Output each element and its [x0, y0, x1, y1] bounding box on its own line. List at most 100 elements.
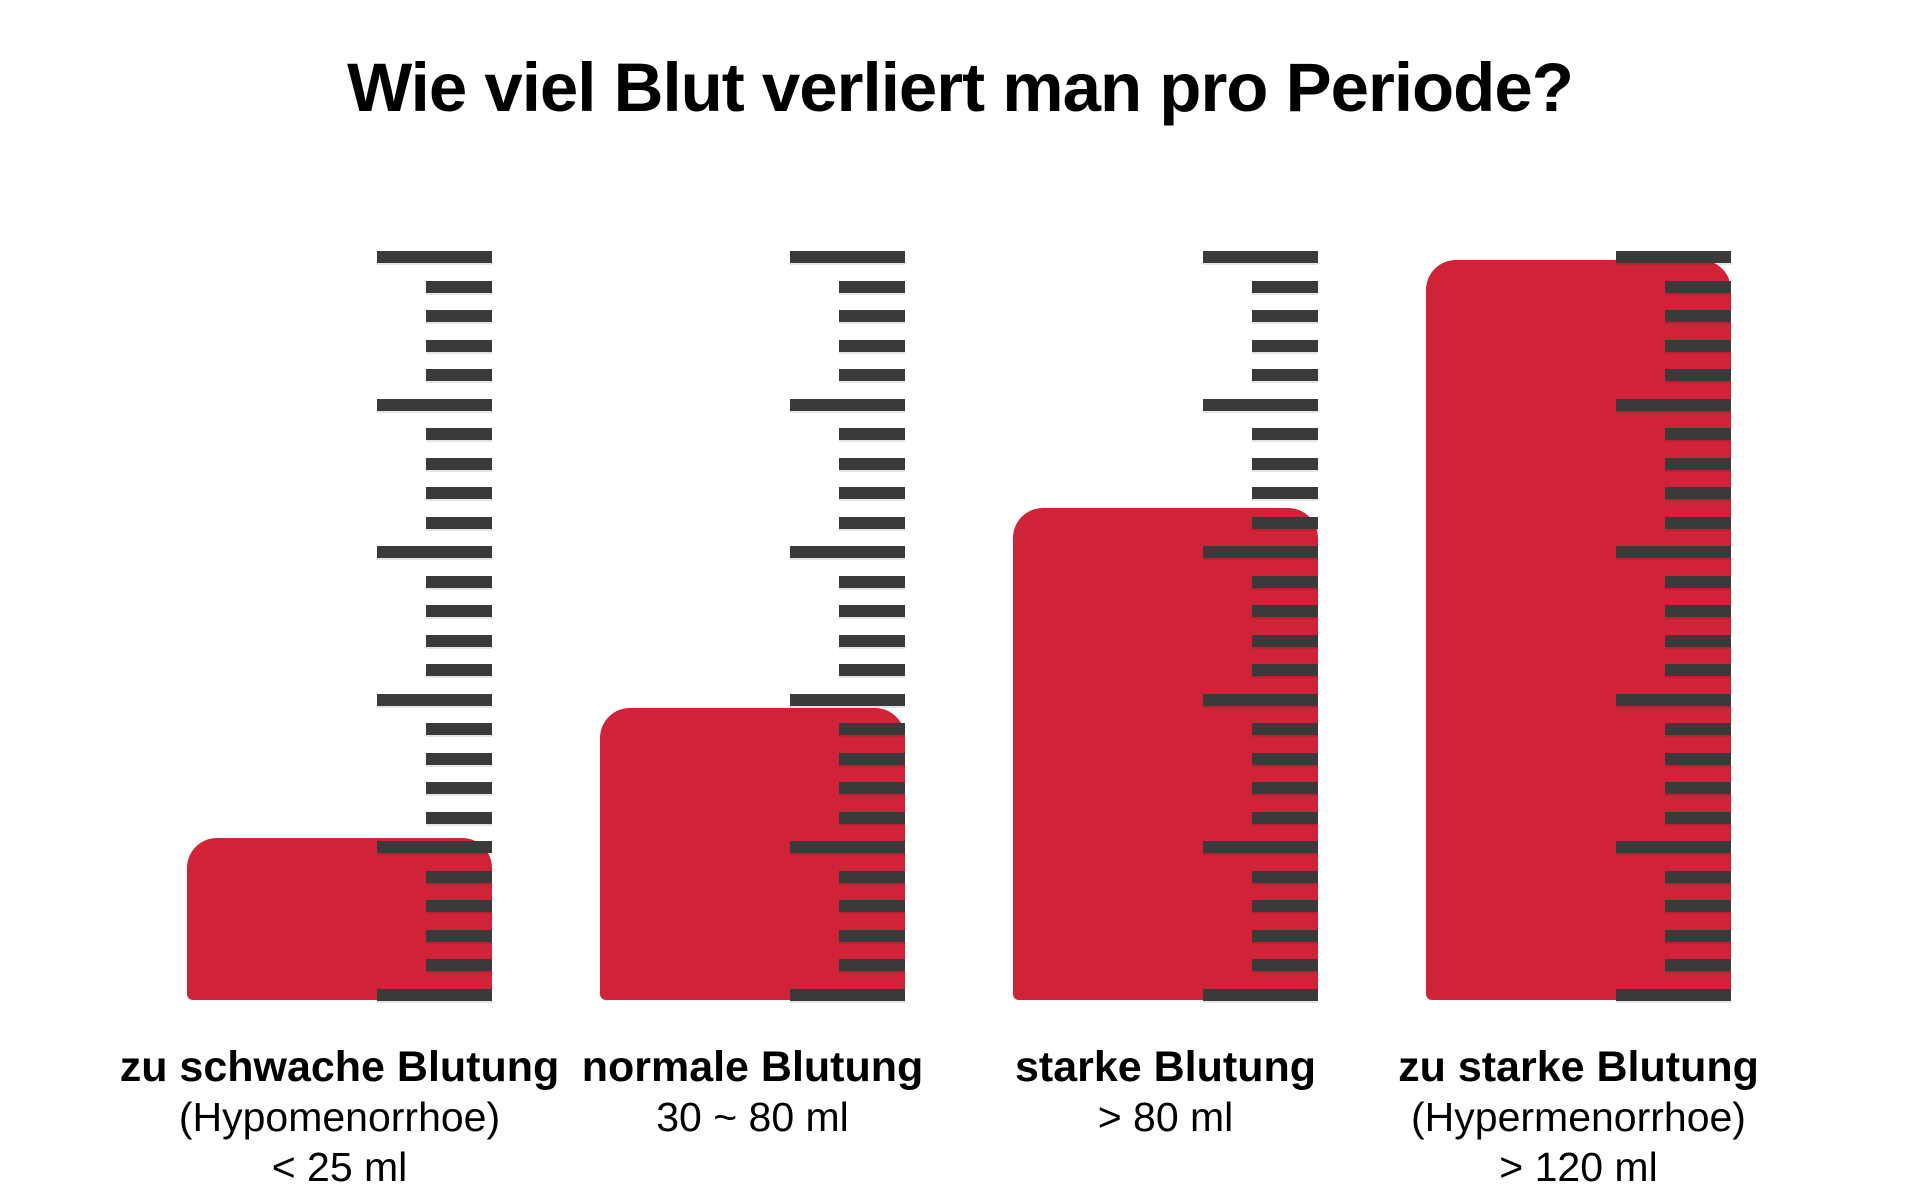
- category-sublabel: (Hypomenorrhoe): [178, 1094, 501, 1140]
- ruler-short-tick: [839, 959, 905, 971]
- ruler-long-tick: [377, 251, 492, 263]
- category-label-block: normale Blutung 30 ~ 80 ml: [473, 1042, 1033, 1142]
- category-amount: 30 ~ 80 ml: [656, 1094, 849, 1140]
- ruler-short-tick: [1665, 664, 1731, 676]
- ruler-short-tick: [1252, 517, 1318, 529]
- ruler-short-tick: [426, 930, 492, 942]
- ruler-short-tick: [1665, 959, 1731, 971]
- ruler-short-tick: [1665, 310, 1731, 322]
- ruler-long-tick: [790, 694, 905, 706]
- ruler-short-tick: [1665, 900, 1731, 912]
- category-amount: > 80 ml: [1097, 1094, 1234, 1140]
- ruler-long-tick: [790, 841, 905, 853]
- ruler-short-tick: [426, 812, 492, 824]
- ruler-long-tick: [1616, 989, 1731, 1001]
- ruler-short-tick: [1252, 753, 1318, 765]
- ruler-short-tick: [1665, 812, 1731, 824]
- ruler-short-tick: [839, 753, 905, 765]
- ruler-short-tick: [839, 930, 905, 942]
- ruler-short-tick: [1665, 458, 1731, 470]
- ruler-short-tick: [839, 605, 905, 617]
- ruler-short-tick: [1252, 930, 1318, 942]
- ruler-long-tick: [1203, 251, 1318, 263]
- ruler-short-tick: [1252, 782, 1318, 794]
- ruler-short-tick: [426, 900, 492, 912]
- ruler-long-tick: [377, 694, 492, 706]
- bar: [187, 838, 492, 1000]
- ruler-short-tick: [1252, 340, 1318, 352]
- ruler-short-tick: [839, 281, 905, 293]
- ruler-long-tick: [1203, 399, 1318, 411]
- ruler-short-tick: [839, 812, 905, 824]
- category-sublabel: (Hypermenorrhoe): [1411, 1094, 1746, 1140]
- ruler-short-tick: [1252, 310, 1318, 322]
- ruler-long-tick: [1203, 694, 1318, 706]
- ruler-long-tick: [377, 841, 492, 853]
- ruler-long-tick: [377, 989, 492, 1001]
- category-label-block: starke Blutung > 80 ml: [886, 1042, 1446, 1142]
- category-amount: > 120 ml: [1499, 1144, 1658, 1190]
- category-label-block: zu schwache Blutung (Hypomenorrhoe) < 25 m…: [60, 1042, 620, 1192]
- ruler-short-tick: [839, 900, 905, 912]
- ruler-short-tick: [426, 664, 492, 676]
- ruler-short-tick: [1252, 458, 1318, 470]
- ruler-short-tick: [426, 871, 492, 883]
- ruler-short-tick: [839, 635, 905, 647]
- ruler-short-tick: [1665, 517, 1731, 529]
- ruler-long-tick: [790, 251, 905, 263]
- ruler-short-tick: [839, 871, 905, 883]
- ruler-short-tick: [1665, 723, 1731, 735]
- ruler-short-tick: [839, 517, 905, 529]
- ruler-short-tick: [1252, 900, 1318, 912]
- category-label: zu starke Blutung: [1398, 1043, 1759, 1091]
- ruler-short-tick: [839, 723, 905, 735]
- ruler-short-tick: [1665, 487, 1731, 499]
- ruler-long-tick: [790, 546, 905, 558]
- ruler-short-tick: [1252, 576, 1318, 588]
- category-label: starke Blutung: [1014, 1043, 1317, 1091]
- ruler-short-tick: [426, 576, 492, 588]
- ruler-short-tick: [1665, 369, 1731, 381]
- ruler-short-tick: [839, 340, 905, 352]
- ruler-short-tick: [426, 487, 492, 499]
- ruler-short-tick: [839, 458, 905, 470]
- ruler-short-tick: [1252, 871, 1318, 883]
- ruler-short-tick: [426, 605, 492, 617]
- ruler-short-tick: [1665, 930, 1731, 942]
- ruler-short-tick: [839, 782, 905, 794]
- ruler-short-tick: [1665, 605, 1731, 617]
- ruler-short-tick: [1665, 428, 1731, 440]
- category-label-block: zu starke Blutung (Hypermenorrhoe) > 120 m…: [1299, 1042, 1859, 1192]
- ruler-short-tick: [1665, 782, 1731, 794]
- ruler-short-tick: [839, 428, 905, 440]
- ruler-short-tick: [426, 458, 492, 470]
- ruler-short-tick: [839, 664, 905, 676]
- ruler-short-tick: [1252, 487, 1318, 499]
- ruler-short-tick: [1665, 871, 1731, 883]
- ruler-short-tick: [426, 517, 492, 529]
- ruler-short-tick: [1252, 281, 1318, 293]
- ruler-short-tick: [426, 340, 492, 352]
- ruler-short-tick: [426, 753, 492, 765]
- ruler-short-tick: [1665, 576, 1731, 588]
- ruler-short-tick: [426, 428, 492, 440]
- ruler-short-tick: [426, 959, 492, 971]
- ruler-short-tick: [1665, 340, 1731, 352]
- ruler-short-tick: [1665, 281, 1731, 293]
- ruler-short-tick: [1252, 635, 1318, 647]
- ruler-long-tick: [790, 989, 905, 1001]
- category-amount: < 25 ml: [271, 1144, 408, 1190]
- ruler-short-tick: [1252, 723, 1318, 735]
- ruler-short-tick: [426, 782, 492, 794]
- ruler-short-tick: [1665, 753, 1731, 765]
- ruler-long-tick: [377, 399, 492, 411]
- ruler-short-tick: [839, 576, 905, 588]
- ruler: [790, 251, 905, 1001]
- ruler-short-tick: [1252, 428, 1318, 440]
- ruler-long-tick: [377, 546, 492, 558]
- ruler-short-tick: [839, 310, 905, 322]
- ruler-short-tick: [426, 369, 492, 381]
- ruler-short-tick: [1252, 959, 1318, 971]
- ruler-short-tick: [426, 310, 492, 322]
